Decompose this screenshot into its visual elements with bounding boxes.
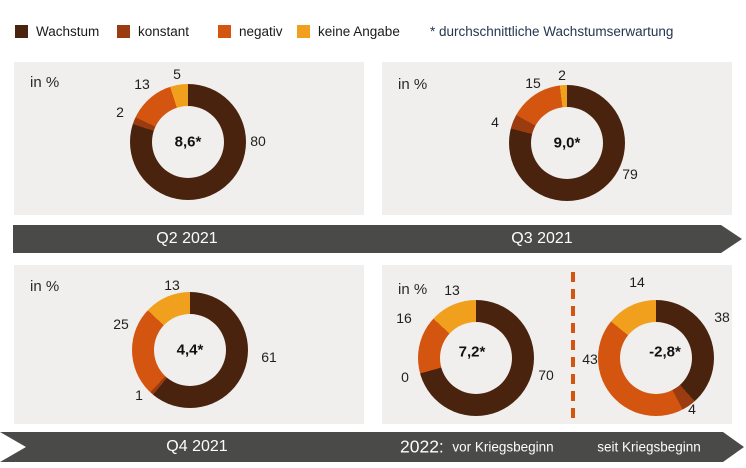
banner-label-year-2022: 2022: (400, 436, 444, 457)
segment-label-q4-konstant: 1 (135, 387, 143, 403)
legend-swatch-wachstum (15, 25, 28, 38)
donut-center-value-vor: 7,2* (458, 343, 486, 361)
donut-chart-q2-2021 (130, 84, 246, 200)
unit-label-q4: in % (30, 278, 60, 295)
segment-label-q2-konstant: 2 (116, 104, 124, 120)
segment-label-vor-negativ: 16 (396, 310, 412, 326)
legend-label-negativ: negativ (239, 24, 283, 39)
donut-center-value-q4: 4,4* (176, 341, 204, 359)
donut-chart-2022-seit-kriegsbeginn (598, 300, 714, 416)
legend-item-keine-angabe: keine Angabe (297, 24, 400, 39)
segment-label-seit-keine-angabe: 14 (629, 274, 645, 290)
segment-label-q3-negativ: 15 (525, 75, 541, 91)
banner-label-seit-kriegsbeginn: seit Kriegsbeginn (597, 439, 701, 455)
segment-label-vor-keine-angabe: 13 (444, 282, 460, 298)
legend-item-negativ: negativ (218, 24, 283, 39)
unit-label-q3: in % (398, 76, 428, 93)
segment-label-vor-konstant: 0 (401, 369, 409, 385)
segment-label-vor-wachstum: 70 (538, 367, 554, 383)
segment-label-q2-keine-angabe: 5 (173, 66, 181, 82)
timeline-banner-2021: Q2 2021 Q3 2021 (13, 225, 742, 253)
legend-swatch-konstant (117, 25, 130, 38)
donut-center-value-q3: 9,0* (553, 134, 581, 152)
legend-swatch-keine-angabe (297, 25, 310, 38)
segment-label-q2-wachstum: 80 (250, 133, 266, 149)
segment-label-seit-konstant: 4 (688, 401, 696, 417)
legend-label-wachstum: Wachstum (36, 24, 100, 39)
donut-center-value-seit: -2,8* (649, 343, 681, 361)
donut-center-value-q2: 8,6* (174, 133, 202, 151)
segment-label-q2-negativ: 13 (134, 76, 150, 92)
segment-label-q4-wachstum: 61 (261, 349, 277, 365)
unit-label-2022: in % (398, 281, 428, 298)
segment-label-q3-konstant: 4 (491, 114, 499, 130)
legend-note-average-growth: * durchschnittliche Wachstumserwartung (430, 24, 674, 39)
legend-label-keine-angabe: keine Angabe (318, 24, 400, 39)
legend-item-konstant: konstant (117, 24, 189, 39)
legend-label-konstant: konstant (138, 24, 190, 39)
dashed-divider-kriegsbeginn (571, 272, 575, 421)
segment-label-seit-negativ: 43 (582, 351, 598, 367)
donut-chart-2022-vor-kriegsbeginn (418, 300, 534, 416)
segment-label-q4-negativ: 25 (113, 316, 129, 332)
legend-swatch-negativ (218, 25, 231, 38)
unit-label-q2: in % (30, 74, 60, 91)
segment-label-q3-keine-angabe: 2 (558, 67, 566, 83)
donut-chart-q3-2021 (509, 85, 625, 201)
banner-label-vor-kriegsbeginn: vor Kriegsbeginn (452, 439, 554, 455)
timeline-banner-2022: Q4 2021 2022: vor Kriegsbeginn seit Krie… (0, 432, 744, 462)
segment-label-q4-keine-angabe: 13 (164, 277, 180, 293)
legend-item-wachstum: Wachstum (15, 24, 99, 39)
segment-label-q3-wachstum: 79 (622, 166, 638, 182)
segment-label-seit-wachstum: 38 (714, 309, 730, 325)
donut-chart-q4-2021 (132, 292, 248, 408)
banner-label-q2-2021: Q2 2021 (156, 230, 218, 247)
banner-label-q3-2021: Q3 2021 (511, 230, 573, 247)
banner-label-q4-2021: Q4 2021 (166, 438, 228, 455)
